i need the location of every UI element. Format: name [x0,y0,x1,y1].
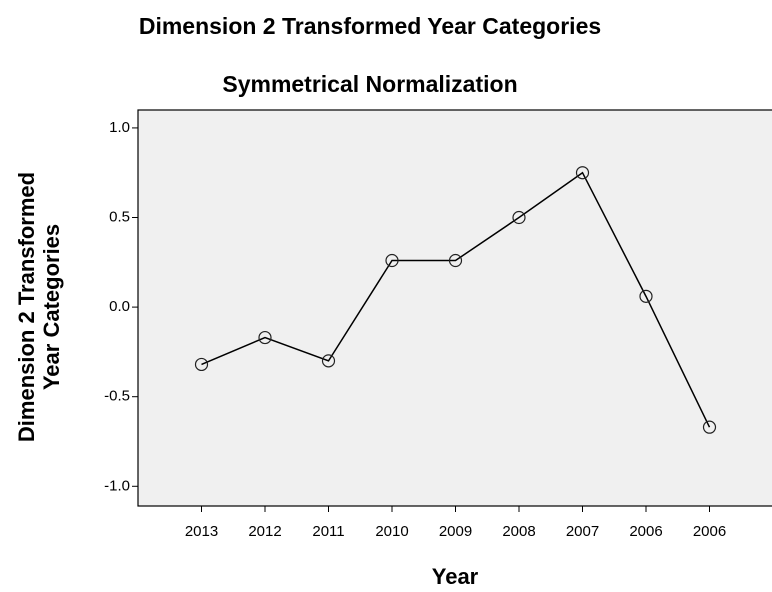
y-axis-label: Year Categories [39,224,64,390]
chart-subtitle: Symmetrical Normalization [222,71,517,97]
x-tick-label: 2008 [502,523,535,540]
point-marker [512,210,526,225]
x-tick-label: 2007 [566,523,599,540]
x-tick-label: 2006 [693,523,726,540]
x-tick-label: 2011 [312,523,344,540]
point-marker [448,253,463,268]
y-tick-label: 0.5 [109,208,130,225]
y-axis-label: Dimension 2 Transformed [14,172,39,442]
x-tick-label: 2006 [629,523,662,540]
point-marker [575,166,590,180]
point-marker [639,289,653,303]
point-marker [194,357,209,372]
x-axis-label: Year [432,564,479,589]
y-tick-label: 1.0 [109,119,130,136]
point-marker [258,330,272,345]
y-tick-label: 0.0 [109,298,130,315]
plot-area [137,109,772,507]
point-marker [385,253,399,268]
chart-title: Dimension 2 Transformed Year Categories [139,13,601,39]
line [201,171,711,428]
y-tick-label: -0.5 [104,388,130,405]
x-tick-label: 2009 [439,523,472,540]
point-marker [321,354,336,368]
x-tick-label: 2010 [375,523,408,540]
x-tick-label: 2012 [248,523,281,540]
x-tick-label: 2013 [185,523,218,540]
point-marker [702,420,717,434]
y-tick-label: -1.0 [104,477,130,494]
